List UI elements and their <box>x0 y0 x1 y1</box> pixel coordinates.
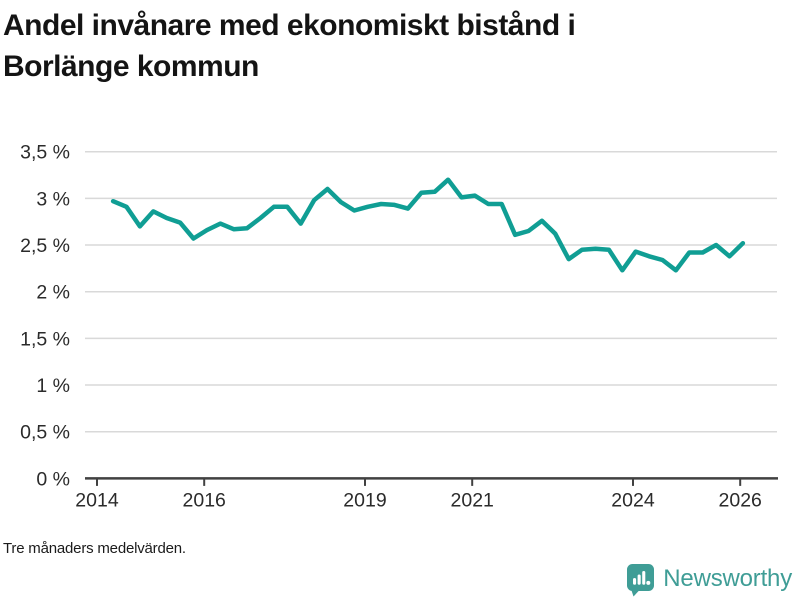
line-chart: 0 % 0,5 % 1 % 1,5 % 2 % 2,5 % 3 % 3,5 % 2014 2016… <box>20 142 778 511</box>
x-tick-label: 2021 <box>451 489 494 511</box>
x-tick-label: 2026 <box>719 489 762 511</box>
y-tick-label: 1,5 % <box>20 328 70 350</box>
y-tick-label: 3 % <box>36 188 70 210</box>
x-tick-label: 2014 <box>75 489 119 511</box>
x-tick-label: 2016 <box>183 489 226 511</box>
y-tick-label: 0 % <box>36 468 70 490</box>
x-tick-label: 2019 <box>343 489 386 511</box>
y-tick-label: 2,5 % <box>20 235 70 257</box>
newsworthy-logo: Newsworthy <box>626 564 792 597</box>
page-title: Andel invånare med ekonomiskt bistånd i … <box>3 5 783 87</box>
bar-chart-speech-bubble-icon <box>627 564 655 597</box>
newsworthy-wordmark: Newsworthy <box>663 564 792 592</box>
page-title-line-1: Andel invånare med ekonomiskt bistånd i <box>3 9 576 42</box>
y-tick-label: 0,5 % <box>20 422 70 444</box>
data-series-line <box>110 177 746 273</box>
y-tick-label: 1 % <box>36 375 70 397</box>
y-tick-label: 2 % <box>36 282 70 304</box>
page-title-line-2: Borlänge kommun <box>3 50 259 83</box>
x-tick-label: 2024 <box>611 489 655 511</box>
chart-footnote: Tre månaders medelvärden. <box>3 540 186 557</box>
y-tick-label: 3,5 % <box>20 142 70 164</box>
